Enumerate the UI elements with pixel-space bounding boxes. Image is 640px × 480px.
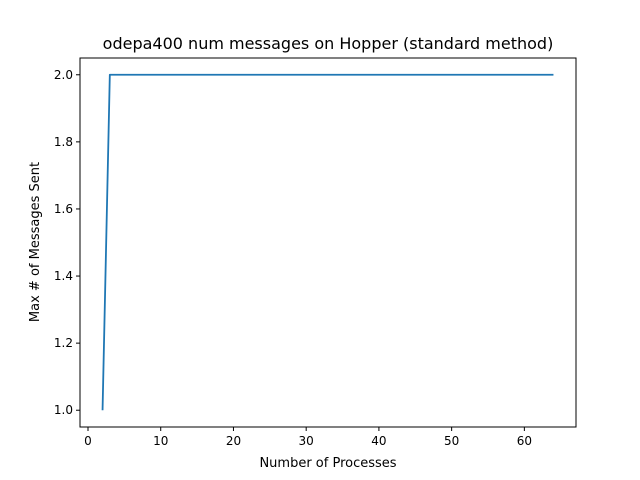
x-tick-label: 10 — [153, 434, 168, 448]
y-axis-ticks: 1.0 1.2 1.4 1.6 1.8 2.0 — [54, 68, 80, 417]
series-line — [101, 73, 554, 411]
x-tick-label: 0 — [84, 434, 92, 448]
x-axis-ticks: 0 10 20 30 40 50 60 — [84, 427, 532, 448]
x-tick-label: 60 — [517, 434, 532, 448]
series-layer — [101, 73, 554, 411]
chart-title: odepa400 num messages on Hopper (standar… — [103, 34, 554, 53]
y-tick-label: 1.2 — [54, 336, 73, 350]
x-axis-label: Number of Processes — [259, 456, 396, 471]
y-tick-label: 1.8 — [54, 135, 73, 149]
y-axis-label: Max # of Messages Sent — [28, 162, 43, 322]
y-tick-label: 2.0 — [54, 68, 73, 82]
x-tick-label: 40 — [371, 434, 386, 448]
y-tick-label: 1.4 — [54, 269, 73, 283]
axes-frame — [79, 57, 577, 428]
x-tick-label: 30 — [299, 434, 314, 448]
x-tick-label: 20 — [226, 434, 241, 448]
y-tick-label: 1.0 — [54, 403, 73, 417]
y-tick-label: 1.6 — [54, 202, 73, 216]
x-tick-label: 50 — [444, 434, 459, 448]
